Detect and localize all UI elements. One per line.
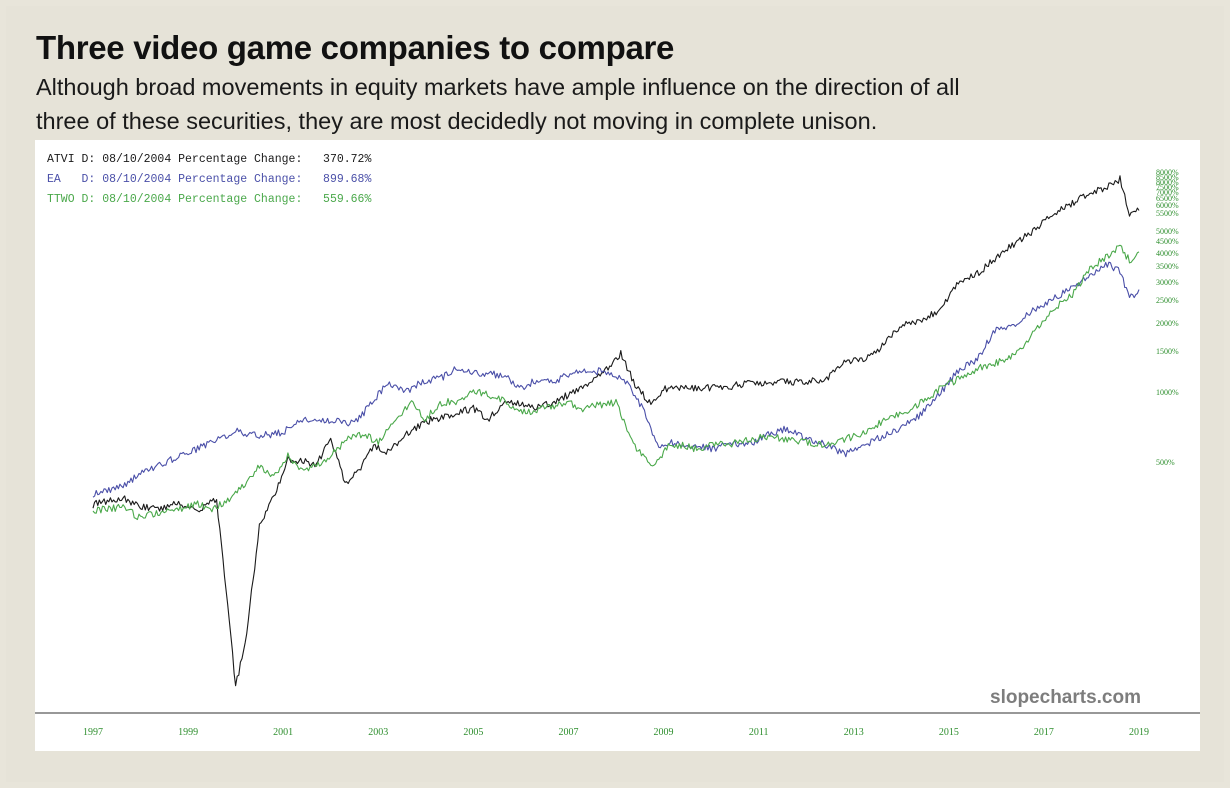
chart-panel: 1997 1999 2001 2003 2005 2007 2009 2011 2013 2015… <box>35 140 1200 751</box>
series-line-ea <box>92 261 1140 498</box>
page-title: Three video game companies to compare <box>36 29 675 66</box>
x-tick-label: 2019 <box>1129 727 1149 738</box>
y-tick-label: 4500% <box>1156 237 1179 246</box>
y-tick-label: 8000% <box>1156 178 1179 187</box>
y-tick-label: 6500% <box>1156 194 1179 203</box>
x-tick-label: 1999 <box>178 727 198 738</box>
x-tick-label: 2017 <box>1034 727 1054 738</box>
legend-entry-ttwo: TTWO D: 08/10/2004 Percentage Change: 55… <box>47 193 371 206</box>
x-tick-label: 2005 <box>463 727 483 738</box>
x-tick-label: 1997 <box>83 727 103 738</box>
page-subtitle: Although broad movements in equity marke… <box>36 70 1136 138</box>
x-tick-label: 2009 <box>654 727 674 738</box>
x-tick-label: 2007 <box>558 727 578 738</box>
y-tick-label: 5000% <box>1156 227 1179 236</box>
y-tick-label: 5500% <box>1156 209 1179 218</box>
y-tick-label: 4000% <box>1156 249 1179 258</box>
series-line-ttwo <box>92 244 1140 521</box>
x-tick-label: 2011 <box>749 727 769 738</box>
subtitle-line-1: Although broad movements in equity marke… <box>36 74 960 100</box>
series-line-atvi <box>92 175 1140 687</box>
legend-entry-atvi: ATVI D: 08/10/2004 Percentage Change: 37… <box>47 153 371 166</box>
y-tick-label: 8000% <box>1156 168 1179 177</box>
y-tick-label: 3500% <box>1156 262 1179 271</box>
legend-entry-ea: EA D: 08/10/2004 Percentage Change: 899.… <box>47 173 371 186</box>
y-tick-label: 8500% <box>1156 173 1179 182</box>
watermark: slopecharts.com <box>990 687 1141 708</box>
subtitle-line-2: three of these securities, they are most… <box>36 108 878 134</box>
series-layer <box>92 175 1140 687</box>
y-tick-label: 7500% <box>1156 183 1179 192</box>
y-tick-label: 1000% <box>1156 388 1179 397</box>
legend-layer: ATVI D: 08/10/2004 Percentage Change: 37… <box>47 153 371 206</box>
y-tick-label: 7000% <box>1156 188 1179 197</box>
axis-layer: 1997 1999 2001 2003 2005 2007 2009 2011 2013 2015… <box>35 168 1200 738</box>
y-tick-label: 500% <box>1156 458 1175 467</box>
x-tick-label: 2015 <box>939 727 959 738</box>
y-tick-label: 2000% <box>1156 319 1179 328</box>
y-tick-label: 1500% <box>1156 347 1179 356</box>
y-tick-label: 3000% <box>1156 278 1179 287</box>
x-tick-label: 2003 <box>368 727 388 738</box>
x-tick-label: 2013 <box>844 727 864 738</box>
price-chart: 1997 1999 2001 2003 2005 2007 2009 2011 2013 2015… <box>35 153 1200 738</box>
y-tick-label: 6000% <box>1156 201 1179 210</box>
y-tick-label: 2500% <box>1156 296 1179 305</box>
x-tick-label: 2001 <box>273 727 293 738</box>
